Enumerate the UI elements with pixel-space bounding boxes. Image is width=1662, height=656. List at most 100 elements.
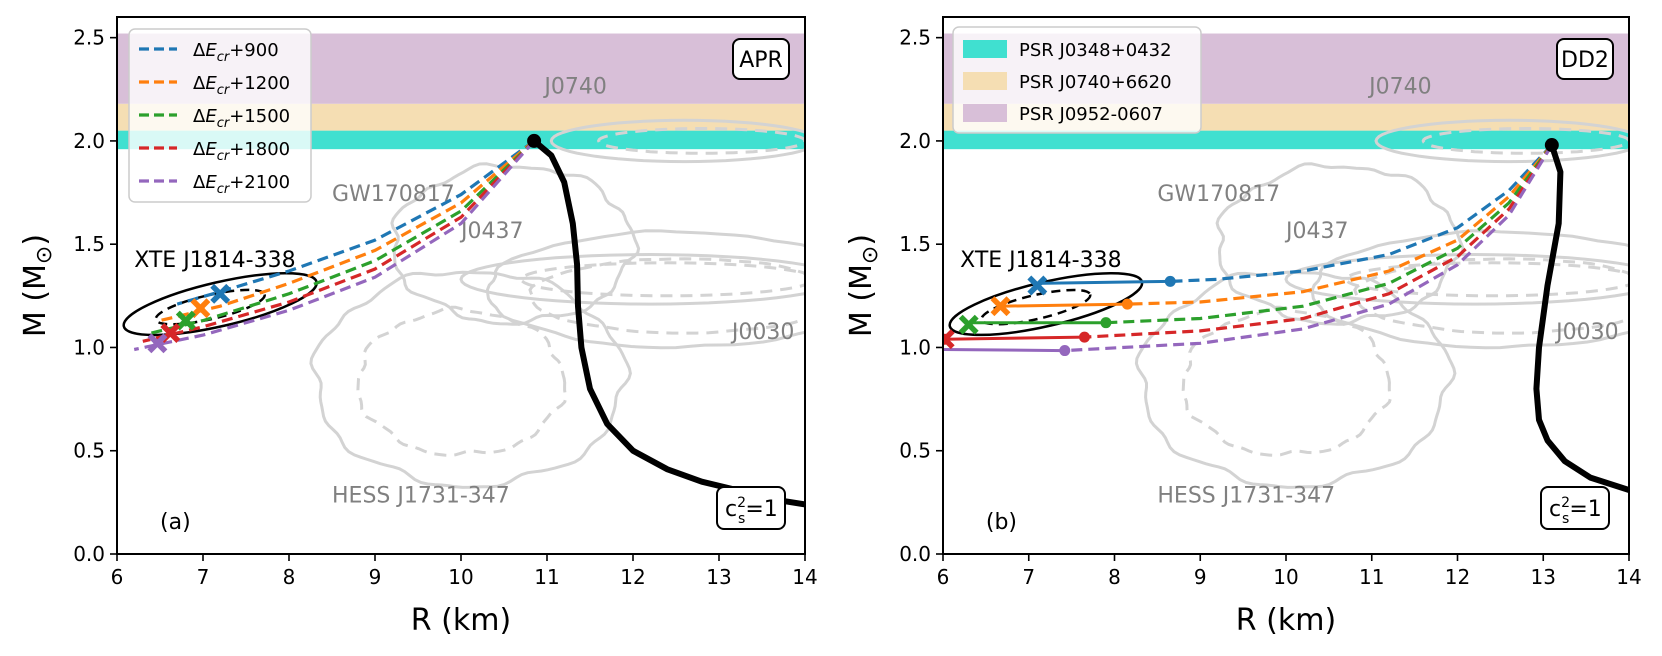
x-tick-label: 7 (1022, 565, 1035, 589)
x-tick-label: 11 (534, 565, 559, 589)
series-line-3 (1084, 144, 1554, 339)
band-psr-j0348+0432 (943, 130, 1629, 150)
x-tick-label: 6 (937, 565, 950, 589)
annotation-gw170817: GW170817 (332, 182, 455, 207)
hess-contour-outer (1134, 270, 1457, 489)
x-tick-label: 13 (706, 565, 731, 589)
x-tick-label: 8 (1108, 565, 1121, 589)
annotation-xte-j1814-338: XTE J1814-338 (960, 248, 1121, 273)
series-line-1 (1127, 144, 1554, 306)
x-tick-label: 9 (1194, 565, 1207, 589)
j0740-contour-outer (549, 118, 805, 164)
hess-contour-inner (356, 305, 568, 457)
legend-b-label-1: PSR J0740+6620 (1019, 72, 1172, 93)
x-tick-label: 6 (111, 565, 124, 589)
x-tick-label: 14 (1616, 565, 1641, 589)
model-label: APR (739, 48, 783, 73)
y-tick-label: 1.0 (73, 335, 105, 359)
series-marker-1 (190, 298, 211, 319)
x-tick-label: 10 (1273, 565, 1298, 589)
legend-b-swatch-1 (963, 72, 1007, 90)
series-marker-4 (147, 333, 168, 354)
j0437-contour-outer (1284, 252, 1629, 306)
annotation-j0437: J0437 (1284, 219, 1348, 244)
j0437-contour-inner (519, 261, 805, 298)
x-tick-label: 14 (792, 565, 817, 589)
xte-contour-inner (980, 288, 1092, 326)
annotation-hess-j1731-347: HESS J1731-347 (332, 483, 510, 508)
j0030-contour-inner (1353, 257, 1629, 335)
y-tick-label: 2.5 (73, 26, 105, 50)
series-start-dot-red (943, 333, 951, 345)
model-label-box (1556, 38, 1614, 80)
hess-contour-inner (1181, 305, 1393, 457)
x-axis-label: R (km) (1236, 603, 1336, 638)
j0030-contour-outer (1310, 229, 1629, 350)
series-line-0 (1170, 144, 1553, 283)
annotation-j0437: J0437 (459, 219, 523, 244)
j0740-contour-inner (1421, 126, 1629, 155)
series-line-1 (159, 139, 536, 323)
y-tick-label: 2.0 (73, 129, 105, 153)
x-tick-label: 12 (1445, 565, 1470, 589)
y-tick-label: 0.5 (73, 439, 105, 463)
series-end-dot-0 (1164, 275, 1176, 287)
legend-b-box (952, 26, 1202, 134)
legend-b: PSR J0348+0432 PSR J0740+6620 PSR J0952-06… (952, 26, 1202, 134)
y-tick-label: 1.5 (899, 232, 931, 256)
solid-segment-1 (1000, 302, 1128, 308)
legend-a-box (128, 28, 312, 203)
series-line-2 (151, 139, 536, 335)
legend-a-label-3: ΔEcr+1800 (193, 139, 290, 164)
legend-a: ΔEcr+900 ΔEcr+1200 ΔEcr+1500 ΔEcr+1800 ΔEcr+… (128, 28, 312, 203)
legend-a-label-0: ΔEcr+900 (193, 40, 279, 65)
xte-contour-inner (154, 288, 266, 326)
y-tick-label: 1.0 (899, 335, 931, 359)
y-axis-label: M (M⊙) (18, 234, 57, 337)
gw170817-contour (390, 162, 641, 326)
series-line-4 (1064, 144, 1554, 353)
panel-label: (b) (986, 510, 1017, 535)
legend-b-label-0: PSR J0348+0432 (1019, 40, 1172, 61)
legend-b-swatch-0 (963, 40, 1007, 58)
series-end-dot-1 (1121, 298, 1133, 310)
cs-label: c2 s=1 (1549, 495, 1602, 527)
y-tick-label: 0.0 (73, 542, 105, 566)
x-tick-label: 9 (369, 565, 382, 589)
annotation-hess-j1731-347: HESS J1731-347 (1157, 483, 1335, 508)
y-tick-label: 1.5 (73, 232, 105, 256)
branch-point (527, 133, 542, 148)
solid-segment-4 (943, 348, 1065, 353)
legend-b-swatch-2 (963, 104, 1007, 122)
cs-label-box (716, 486, 786, 530)
cs-label-box (1540, 486, 1610, 530)
series-marker-2 (958, 314, 979, 335)
annotation-xte-j1814-338: XTE J1814-338 (134, 248, 295, 273)
hess-contour-outer (309, 270, 632, 489)
series-line-0 (176, 139, 536, 306)
legend-a-label-1: ΔEcr+1200 (193, 73, 290, 98)
x-tick-label: 12 (620, 565, 645, 589)
model-label-box (732, 38, 790, 80)
j0740-contour-inner (596, 126, 805, 155)
solid-segment-0 (1037, 279, 1171, 285)
series-end-dot-4 (1059, 345, 1071, 357)
legend-a-label-2: ΔEcr+1500 (193, 106, 290, 131)
series-marker-0 (1027, 275, 1048, 296)
y-axis-label: M (M⊙) (844, 234, 883, 337)
annotation-j0030: J0030 (730, 320, 794, 345)
j0030-contour-inner (528, 257, 805, 335)
panel-label: (a) (160, 510, 191, 535)
branch-point (1544, 138, 1559, 153)
y-tick-label: 2.0 (899, 129, 931, 153)
y-tick-label: 0.5 (899, 439, 931, 463)
annotation-j0740: J0740 (542, 74, 606, 99)
x-axis-label: R (km) (411, 603, 511, 638)
y-tick-label: 2.5 (899, 26, 931, 50)
cs-label: c2 s=1 (725, 495, 778, 527)
x-tick-label: 13 (1531, 565, 1556, 589)
series-marker-0 (210, 283, 231, 304)
